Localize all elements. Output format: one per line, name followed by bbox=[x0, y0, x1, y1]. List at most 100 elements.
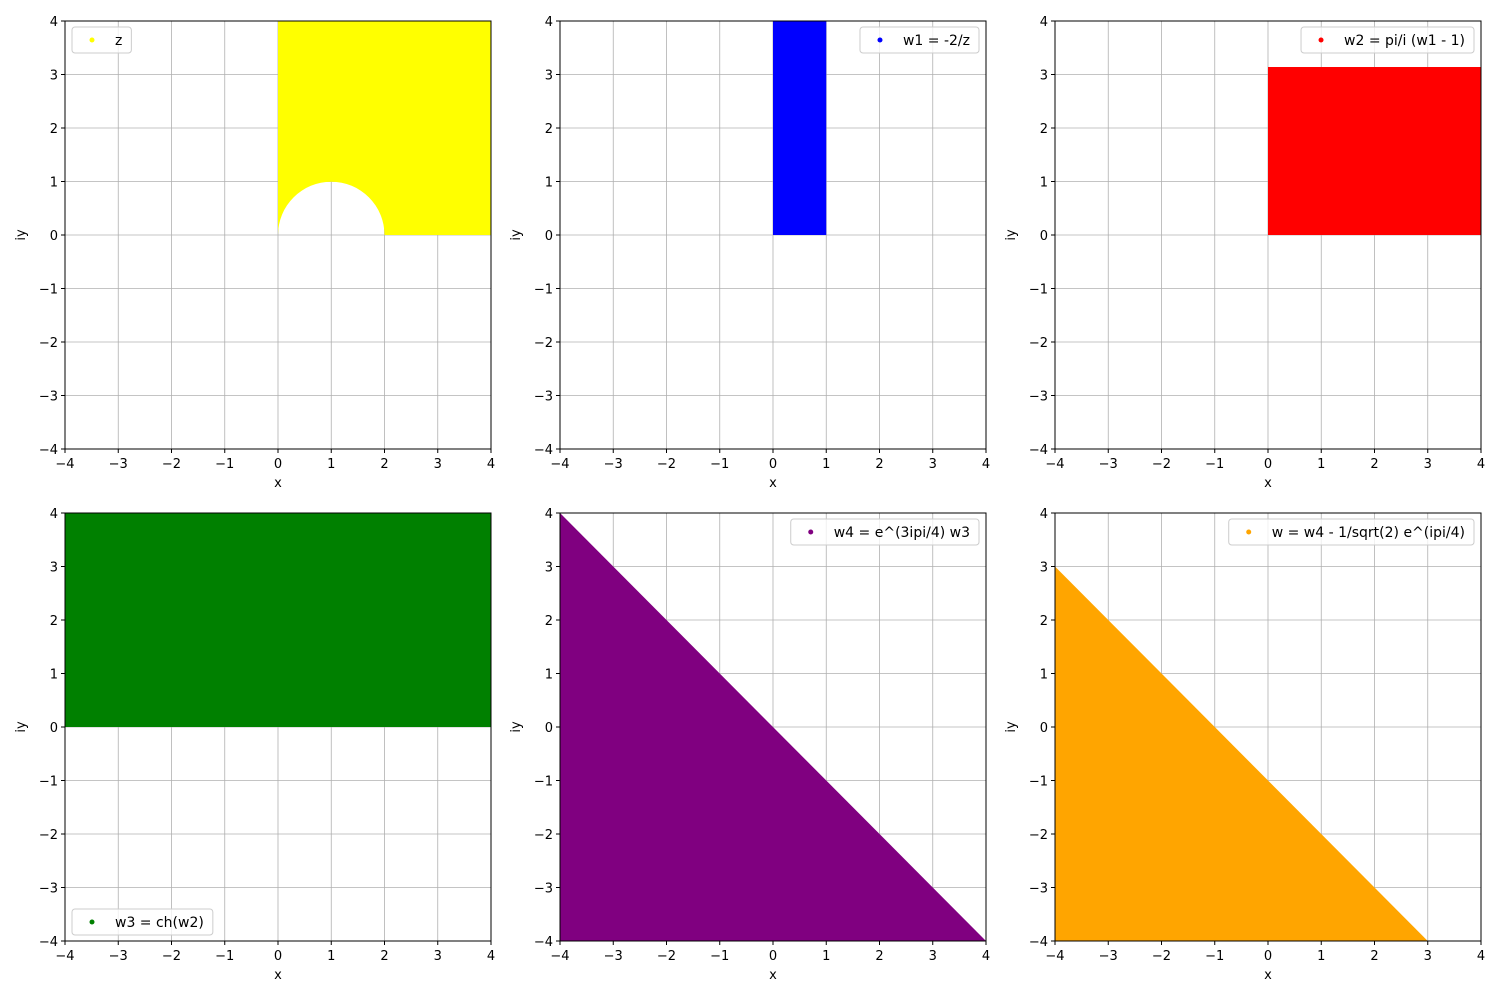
y-tick-label: −4 bbox=[39, 935, 58, 950]
y-tick-label: −2 bbox=[534, 828, 553, 843]
x-axis-label: x bbox=[274, 968, 282, 983]
legend-label: w2 = pi/i (w1 - 1) bbox=[1344, 33, 1465, 49]
y-tick-label: 0 bbox=[50, 229, 58, 244]
x-tick-label: 1 bbox=[327, 949, 335, 964]
x-tick-label: −1 bbox=[1205, 457, 1224, 472]
legend: w3 = ch(w2) bbox=[71, 908, 214, 936]
y-tick-label: −3 bbox=[1029, 390, 1048, 405]
y-tick-label: −1 bbox=[1029, 283, 1048, 298]
y-tick-label: 1 bbox=[1040, 176, 1048, 191]
x-tick-label: −4 bbox=[1045, 457, 1064, 472]
x-tick-label: 0 bbox=[1264, 949, 1272, 964]
legend-frame bbox=[790, 518, 980, 546]
y-tick-label: 0 bbox=[50, 721, 58, 736]
y-tick-label: 0 bbox=[545, 721, 553, 736]
y-tick-label: 3 bbox=[545, 69, 553, 84]
x-tick-label: 4 bbox=[1477, 457, 1485, 472]
y-axis-label: iy bbox=[1004, 229, 1019, 241]
x-tick-label: 0 bbox=[274, 949, 282, 964]
y-tick-label: 3 bbox=[1040, 69, 1048, 84]
x-tick-label: −2 bbox=[657, 457, 676, 472]
y-tick-label: 4 bbox=[545, 15, 553, 30]
x-tick-label: 2 bbox=[1370, 949, 1378, 964]
x-tick-label: 2 bbox=[380, 457, 388, 472]
x-tick-label: 0 bbox=[769, 949, 777, 964]
x-tick-label: −4 bbox=[55, 949, 74, 964]
x-tick-label: 3 bbox=[929, 457, 937, 472]
y-tick-label: −1 bbox=[39, 283, 58, 298]
y-tick-label: 0 bbox=[1040, 229, 1048, 244]
x-tick-label: −4 bbox=[550, 949, 569, 964]
y-axis-label: iy bbox=[509, 721, 524, 733]
x-tick-label: −3 bbox=[604, 949, 623, 964]
y-tick-label: 1 bbox=[1040, 668, 1048, 683]
y-tick-label: −1 bbox=[534, 775, 553, 790]
y-tick-label: 3 bbox=[545, 561, 553, 576]
x-tick-label: 4 bbox=[487, 457, 495, 472]
data-series bbox=[1055, 566, 1428, 941]
legend-label: z bbox=[115, 33, 122, 49]
data-series bbox=[65, 513, 491, 727]
data-series bbox=[773, 21, 827, 235]
x-tick-label: 0 bbox=[274, 457, 282, 472]
y-axis-label: iy bbox=[14, 229, 29, 241]
x-tick-label: 2 bbox=[1370, 457, 1378, 472]
x-axis-label: x bbox=[1264, 476, 1272, 491]
x-tick-label: 4 bbox=[982, 949, 990, 964]
x-tick-label: −1 bbox=[710, 457, 729, 472]
y-tick-label: −1 bbox=[534, 283, 553, 298]
x-tick-label: −3 bbox=[1099, 457, 1118, 472]
y-tick-label: 1 bbox=[545, 668, 553, 683]
data-series bbox=[278, 21, 491, 235]
legend-label: w1 = -2/z bbox=[903, 33, 970, 49]
legend-label: w = w4 - 1/sqrt(2) e^(ipi/4) bbox=[1272, 525, 1465, 541]
y-tick-label: −3 bbox=[534, 390, 553, 405]
y-axis-label: iy bbox=[509, 229, 524, 241]
legend-marker bbox=[89, 37, 95, 43]
x-tick-label: 0 bbox=[769, 457, 777, 472]
y-tick-label: 4 bbox=[50, 507, 58, 522]
legend-frame bbox=[1228, 518, 1475, 546]
legend-frame bbox=[1300, 26, 1475, 54]
x-tick-label: 3 bbox=[434, 457, 442, 472]
y-axis-label: iy bbox=[14, 721, 29, 733]
y-tick-label: −4 bbox=[534, 443, 553, 458]
subplot-3: −4 −3 −2 −1 0 1 2 3 4 −4 −3 −2 −1 0 1 2 3 4 x iy w2 = pi/i (… bbox=[1004, 15, 1485, 491]
y-tick-label: −3 bbox=[39, 882, 58, 897]
legend: w1 = -2/z bbox=[859, 26, 980, 54]
x-tick-label: −1 bbox=[215, 457, 234, 472]
legend: w = w4 - 1/sqrt(2) e^(ipi/4) bbox=[1228, 518, 1475, 546]
legend-frame bbox=[71, 908, 214, 936]
y-tick-label: −4 bbox=[1029, 443, 1048, 458]
y-tick-label: −3 bbox=[534, 882, 553, 897]
x-tick-label: −3 bbox=[109, 457, 128, 472]
y-tick-label: 0 bbox=[545, 229, 553, 244]
y-tick-label: −1 bbox=[1029, 775, 1048, 790]
x-axis-label: x bbox=[769, 476, 777, 491]
legend-marker bbox=[89, 919, 95, 925]
x-tick-label: −4 bbox=[1045, 949, 1064, 964]
x-tick-label: −1 bbox=[215, 949, 234, 964]
data-region bbox=[1268, 67, 1481, 235]
legend: z bbox=[71, 26, 132, 54]
x-tick-label: −2 bbox=[162, 949, 181, 964]
x-tick-label: −1 bbox=[1205, 949, 1224, 964]
x-tick-label: 2 bbox=[875, 457, 883, 472]
y-tick-label: −2 bbox=[39, 336, 58, 351]
y-tick-label: −1 bbox=[39, 775, 58, 790]
y-axis-label: iy bbox=[1004, 721, 1019, 733]
x-tick-label: 3 bbox=[1424, 457, 1432, 472]
subplot-1: −4 −3 −2 −1 0 1 2 3 4 −4 −3 −2 −1 0 1 2 3 4 x iy z bbox=[14, 15, 495, 491]
y-tick-label: −3 bbox=[39, 390, 58, 405]
x-tick-label: 3 bbox=[1424, 949, 1432, 964]
y-tick-label: 2 bbox=[50, 122, 58, 137]
x-tick-label: 2 bbox=[875, 949, 883, 964]
y-tick-label: 3 bbox=[50, 561, 58, 576]
y-tick-label: −2 bbox=[534, 336, 553, 351]
x-tick-label: 3 bbox=[929, 949, 937, 964]
y-tick-label: 1 bbox=[545, 176, 553, 191]
legend-label: w3 = ch(w2) bbox=[115, 915, 204, 931]
x-tick-label: −1 bbox=[710, 949, 729, 964]
y-tick-label: 2 bbox=[50, 614, 58, 629]
